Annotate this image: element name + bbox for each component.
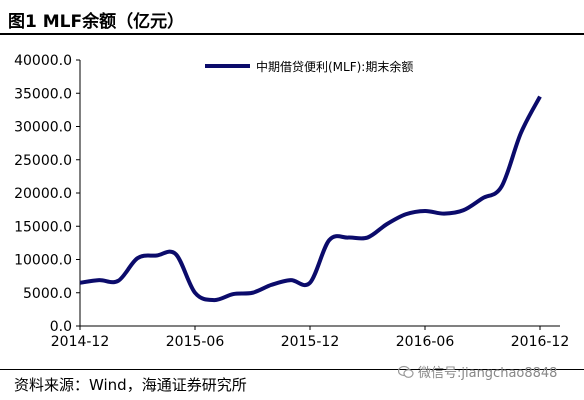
x-tick-label: 2014-12 bbox=[51, 334, 110, 350]
y-tick-label: 5000.0 bbox=[23, 286, 72, 302]
y-tick-label: 25000.0 bbox=[14, 153, 72, 169]
source-note: 资料来源：Wind，海通证券研究所 bbox=[14, 376, 247, 394]
footer-divider bbox=[0, 369, 584, 370]
figure-header: 图1 MLF余额（亿元） bbox=[0, 0, 584, 35]
header-divider bbox=[0, 33, 584, 35]
wechat-icon bbox=[398, 365, 414, 378]
wechat-id: 微信号:jiangchao8848 bbox=[418, 366, 558, 381]
series-line-mlf bbox=[79, 95, 542, 303]
legend-label: 中期借贷便利(MLF):期末余额 bbox=[256, 59, 413, 74]
y-tick-label: 15000.0 bbox=[14, 219, 72, 235]
x-tick-label: 2015-12 bbox=[281, 334, 340, 350]
y-tick-label: 10000.0 bbox=[14, 253, 72, 269]
y-tick-label: 30000.0 bbox=[14, 120, 72, 136]
y-tick-label: 0.0 bbox=[50, 319, 72, 335]
x-tick-label: 2016-06 bbox=[396, 334, 455, 350]
y-tick-label: 20000.0 bbox=[14, 186, 72, 202]
x-tick-label: 2015-06 bbox=[166, 334, 225, 350]
x-tick-label: 2016-12 bbox=[511, 334, 570, 350]
wechat-watermark: 微信号:jiangchao8848 bbox=[398, 362, 557, 381]
y-tick-label: 40000.0 bbox=[14, 53, 72, 69]
y-tick-label: 35000.0 bbox=[14, 86, 72, 102]
figure-title: 图1 MLF余额（亿元） bbox=[8, 12, 185, 32]
